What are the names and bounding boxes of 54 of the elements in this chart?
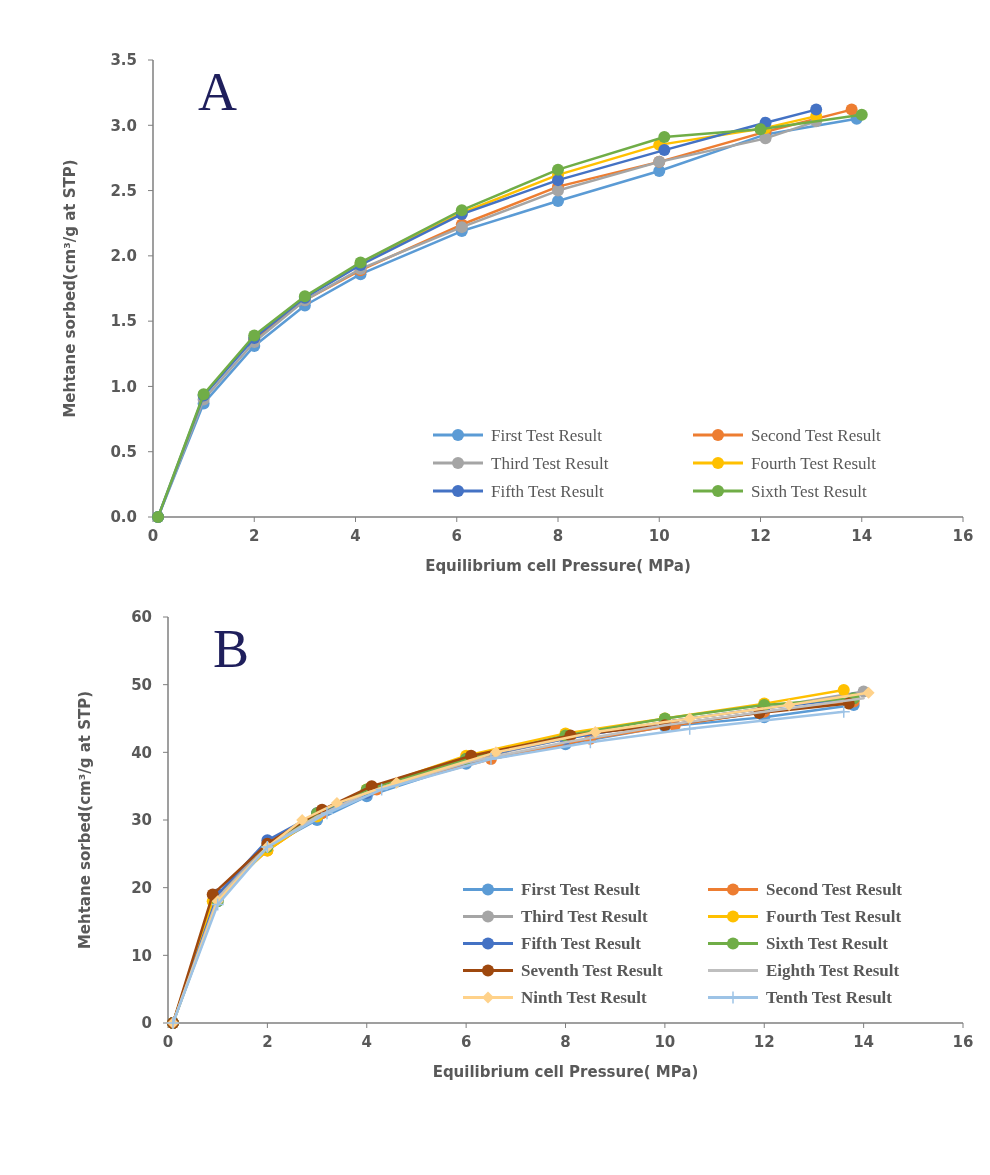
y-tick-label: 2.5: [110, 181, 137, 200]
legend-label: Third Test Result: [491, 453, 609, 473]
x-tick-label: 2: [262, 1033, 273, 1051]
x-tick-label: 8: [552, 527, 564, 545]
legend-label: Tenth Test Result: [766, 988, 893, 1008]
legend-label: Fifth Test Result: [491, 481, 605, 501]
y-tick-label: 0.0: [110, 508, 137, 527]
annotation: A: [198, 62, 237, 122]
y-tick-label: 0: [141, 1014, 152, 1033]
y-tick-label: 3.0: [110, 116, 137, 135]
x-tick-label: 4: [361, 1033, 372, 1051]
y-tick-label: 60: [131, 608, 152, 627]
y-tick-label: 1.5: [110, 312, 137, 331]
legend-label: First Test Result: [491, 425, 603, 445]
y-tick-label: 10: [131, 946, 152, 965]
x-tick-label: 6: [451, 527, 462, 545]
x-axis-title: Equilibrium cell Pressure( MPa): [425, 557, 691, 575]
legend-label: Fourth Test Result: [751, 453, 877, 473]
x-tick-label: 10: [654, 1033, 676, 1051]
legend-label: Third Test Result: [521, 907, 648, 927]
legend-label: Sixth Test Result: [766, 934, 889, 954]
annotation: B: [213, 619, 250, 679]
legend-label: Seventh Test Result: [521, 961, 664, 981]
x-tick-label: 0: [162, 1033, 174, 1051]
legend-label: Second Test Result: [751, 425, 882, 445]
x-tick-label: 12: [753, 1033, 775, 1051]
x-tick-label: 4: [350, 527, 361, 545]
y-tick-label: 1.0: [110, 377, 137, 396]
x-tick-label: 6: [460, 1033, 472, 1051]
x-tick-label: 8: [560, 1033, 571, 1051]
y-tick-label: 50: [131, 675, 152, 694]
y-tick-label: 2.0: [110, 247, 137, 266]
x-tick-label: 16: [952, 527, 974, 545]
y-tick-label: 20: [131, 878, 152, 897]
x-tick-label: 10: [648, 527, 670, 545]
y-tick-label: 30: [131, 811, 152, 830]
legend-label: Sixth Test Result: [751, 481, 867, 501]
legend-label: Second Test Result: [766, 880, 903, 900]
x-axis-title: Equilibrium cell Pressure( MPa): [432, 1063, 699, 1081]
x-tick-label: 14: [851, 527, 873, 545]
x-tick-label: 2: [249, 527, 260, 545]
x-tick-label: 16: [952, 1033, 974, 1051]
y-axis-title: Mehtane sorbed(cm³/g at STP): [76, 690, 94, 950]
y-tick-label: 3.5: [110, 51, 137, 70]
legend-label: Fourth Test Result: [766, 907, 902, 927]
x-tick-label: 12: [750, 527, 771, 545]
x-tick-label: 14: [853, 1033, 875, 1051]
legend-label: Eighth Test Result: [766, 961, 900, 981]
y-axis-title: Mehtane sorbed(cm³/g at STP): [61, 159, 79, 418]
y-tick-label: 40: [131, 743, 152, 762]
legend-label: Fifth Test Result: [521, 934, 642, 954]
legend-label: First Test Result: [521, 880, 641, 900]
legend-label: Ninth Test Result: [521, 988, 647, 1008]
y-tick-label: 0.5: [110, 442, 137, 461]
